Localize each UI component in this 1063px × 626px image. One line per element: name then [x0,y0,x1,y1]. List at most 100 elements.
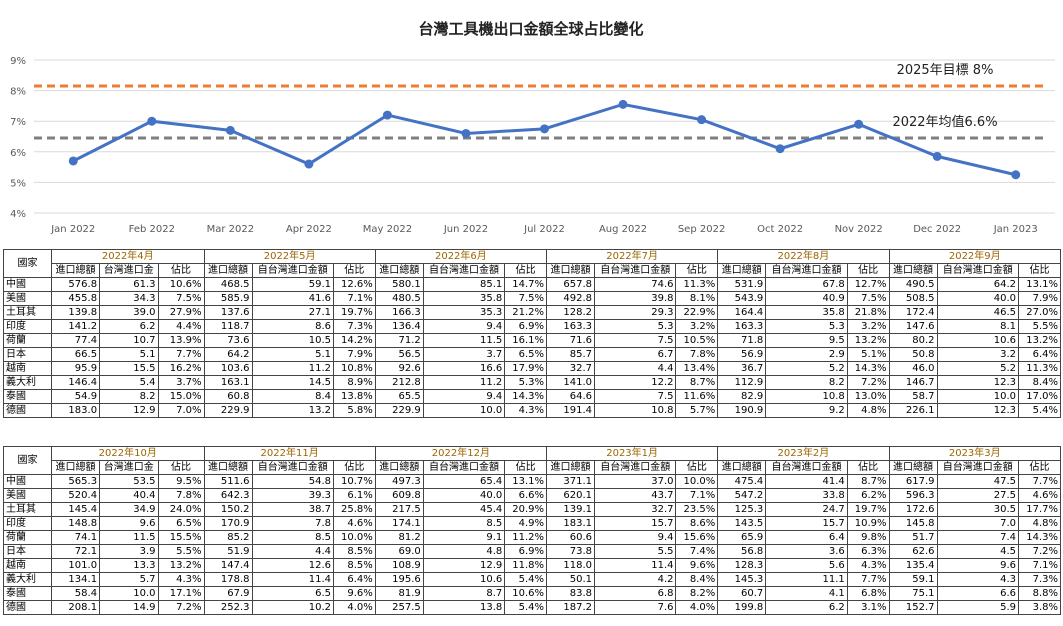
value-cell: 7.2% [157,600,205,615]
value-cell: 7.8% [157,488,205,503]
value-cell: 620.1 [545,488,596,503]
value-cell: 9.6% [675,558,719,573]
column-header: 進口總額 [51,460,101,475]
value-cell: 150.2 [203,502,253,517]
table-row: 荷蘭 77.4 10.7 13.9% 73.6 10.5 14.2% 71.2 11.5 16.1… [2,333,1062,348]
value-cell: 5.5% [1017,319,1062,334]
data-point [461,128,471,138]
value-cell: 8.4% [1017,375,1062,390]
column-header: 自台灣進口金額 [765,263,848,278]
value-cell: 59.1 [251,277,334,292]
value-cell: 12.6 [251,558,334,573]
table-row: 德國 183.0 12.9 7.0% 229.9 13.2 5.8% 229.9 10.0 4.3… [2,403,1062,418]
y-tick-label: 7% [10,117,26,128]
column-header: 進口總額 [717,263,767,278]
value-cell: 7.4 [936,530,1019,545]
data-point [382,110,392,120]
value-cell: 11.4 [251,572,334,587]
table-2022-oct-2023-mar: 國家 2022年10月 2022年11月 2022年12月 2023年1月 2023年2月… [2,446,1062,615]
value-cell: 12.7% [846,277,890,292]
value-cell: 6.4% [1017,347,1062,362]
column-header: 進口總額 [51,263,101,278]
value-cell: 3.8% [1017,600,1062,615]
value-cell: 6.8 [594,586,677,601]
value-cell: 15.7 [594,516,677,531]
value-cell: 19.7% [332,305,376,320]
data-point [618,99,628,109]
value-cell: 4.9% [504,516,547,531]
value-cell: 5.7% [675,403,719,418]
value-cell: 11.5 [422,333,506,348]
value-cell: 547.2 [717,488,767,503]
data-point [775,144,785,154]
value-cell: 195.6 [374,572,424,587]
value-cell: 455.8 [51,291,101,306]
table-row: 義大利 146.4 5.4 3.7% 163.1 14.5 8.9% 212.8 11.2 5.3… [2,375,1062,390]
value-cell: 65.4 [422,474,506,489]
value-cell: 71.8 [717,333,767,348]
month-header: 2022年11月 [203,446,376,461]
value-cell: 4.3 [936,572,1019,587]
column-header: 台灣進口金 [99,263,159,278]
value-cell: 4.0% [675,600,719,615]
value-cell: 47.5 [936,474,1019,489]
value-cell: 73.6 [203,333,253,348]
value-cell: 143.5 [717,516,767,531]
value-cell: 10.0 [99,586,159,601]
value-cell: 8.7 [422,586,506,601]
value-cell: 39.3 [251,488,334,503]
value-cell: 7.8% [675,347,719,362]
value-cell: 20.9% [504,502,547,517]
data-point [1011,170,1021,180]
value-cell: 148.8 [51,516,101,531]
value-cell: 14.2% [332,333,376,348]
value-cell: 178.8 [203,572,253,587]
table-row: 中國 576.8 61.3 10.6% 468.5 59.1 12.6% 580.1 85.1 1… [2,277,1062,292]
value-cell: 29.3 [594,305,677,320]
month-header: 2022年12月 [374,446,548,461]
column-header: 進口總額 [374,460,424,475]
value-cell: 7.6 [594,600,677,615]
column-header: 自台灣進口金額 [594,263,677,278]
value-cell: 12.3 [936,403,1019,418]
x-tick-label: Nov 2022 [835,224,883,235]
value-cell: 8.2 [99,389,159,404]
value-cell: 174.1 [374,516,424,531]
value-cell: 8.7% [846,474,890,489]
column-header: 佔比 [1017,263,1062,278]
value-cell: 166.3 [374,305,424,320]
value-cell: 12.6% [332,277,376,292]
value-cell: 6.3% [846,544,890,559]
value-cell: 51.7 [888,530,938,545]
value-cell: 58.4 [51,586,101,601]
value-cell: 17.9% [504,361,547,376]
value-cell: 40.4 [99,488,159,503]
value-cell: 85.2 [203,530,253,545]
table-row: 中國 565.3 53.5 9.5% 511.6 54.8 10.7% 497.3 65.4 13… [2,474,1062,489]
value-cell: 10.5% [675,333,719,348]
value-cell: 64.2 [203,347,253,362]
table-row: 美國 455.8 34.3 7.5% 585.9 41.6 7.1% 480.5 35.8 7.5… [2,291,1062,306]
value-cell: 475.4 [717,474,767,489]
value-cell: 40.0 [422,488,506,503]
table-row: 日本 72.1 3.9 5.5% 51.9 4.4 8.5% 69.0 4.8 6.9% 73.8 5… [2,544,1062,559]
data-point [697,115,707,125]
value-cell: 13.2% [846,333,890,348]
value-cell: 74.6 [594,277,677,292]
value-cell: 16.2% [157,361,205,376]
value-cell: 657.8 [545,277,596,292]
value-cell: 103.6 [203,361,253,376]
value-cell: 7.9% [332,347,376,362]
country-cell: 日本 [2,544,53,559]
value-cell: 10.8% [332,361,376,376]
value-cell: 9.2 [765,403,848,418]
month-header: 2023年1月 [545,446,719,461]
value-cell: 4.5 [936,544,1019,559]
value-cell: 39.8 [594,291,677,306]
table-row: 土耳其 145.4 34.9 24.0% 150.2 38.7 25.8% 217.5 45.4… [2,502,1062,517]
value-cell: 10.2 [251,600,334,615]
value-cell: 497.3 [374,474,424,489]
value-cell: 64.6 [545,389,596,404]
value-cell: 5.4% [504,600,547,615]
value-cell: 85.7 [545,347,596,362]
